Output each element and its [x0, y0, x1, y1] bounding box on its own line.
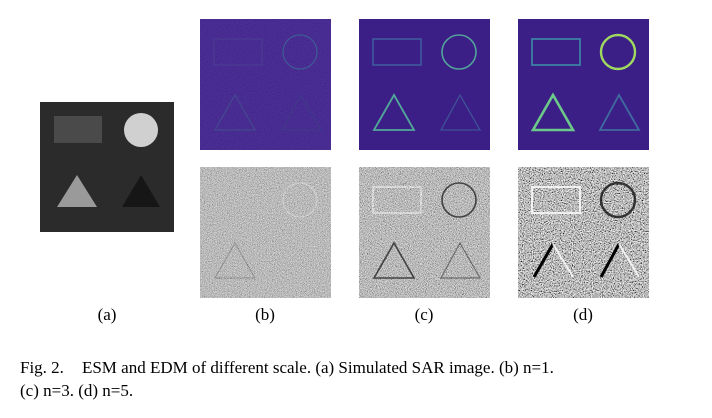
esm-triangle-right [281, 93, 322, 131]
label-c: (c) [414, 305, 434, 324]
edm-triangle-left [372, 241, 416, 279]
edm-rectangle [372, 186, 422, 214]
esm-triangle-left [530, 92, 576, 132]
edm-circle [441, 182, 477, 218]
caption-line-1: Fig. 2. ESM and EDM of different scale. (… [20, 356, 700, 379]
esm-n1 [200, 19, 331, 150]
figure-caption: Fig. 2. ESM and EDM of different scale. (… [20, 356, 700, 402]
edm-circle [599, 181, 637, 219]
esm-triangle-left [372, 93, 416, 131]
figure: (a) (b) (c) [40, 19, 649, 324]
caption-text-1: ESM and EDM of different scale. (a) Simu… [81, 358, 554, 377]
label-a: (a) [97, 305, 117, 324]
esm-triangle-right [598, 93, 641, 131]
sar-triangle-dark [122, 175, 160, 207]
label-d: (d) [573, 305, 593, 324]
esm-triangle-left [213, 93, 257, 131]
edm-rectangle [531, 186, 581, 214]
esm-rectangle [213, 38, 263, 66]
caption-line-2: (c) n=3. (d) n=5. [20, 381, 134, 400]
esm-circle [441, 34, 477, 70]
caption-figure-number: Fig. 2. [20, 358, 64, 377]
esm-n3 [359, 19, 490, 150]
esm-n5 [518, 19, 649, 150]
label-b: (b) [255, 305, 275, 324]
esm-rectangle [531, 38, 581, 66]
simulated-sar-image [40, 102, 174, 232]
edm-triangle-edge-dark-left [532, 243, 555, 278]
edm-circle [282, 182, 318, 218]
edm-triangle-edge-light-right [618, 243, 640, 278]
edm-triangle [214, 241, 256, 279]
edm-triangle-edge-light-left [552, 243, 574, 278]
sar-triangle-bright [57, 175, 97, 207]
edm-n5 [518, 167, 649, 298]
esm-triangle-right [439, 93, 482, 131]
sar-rectangle [54, 116, 102, 143]
esm-circle [282, 34, 318, 70]
edm-triangle-edge-dark-right [599, 243, 621, 278]
edm-n3 [359, 167, 490, 298]
edm-n1 [200, 167, 331, 298]
esm-rectangle [372, 38, 422, 66]
sar-circle [124, 113, 158, 147]
edm-triangle-right [439, 241, 482, 279]
esm-circle [599, 33, 637, 71]
